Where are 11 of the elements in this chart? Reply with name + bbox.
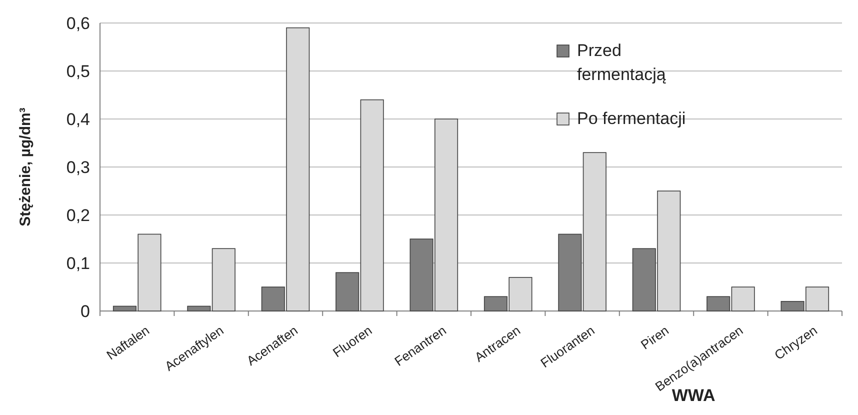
y-tick-label: 0,6 (66, 14, 90, 33)
legend-label: Przed fermentacją (577, 41, 666, 84)
y-tick-label: 0,3 (66, 158, 90, 177)
y-tick-label: 0 (80, 302, 90, 321)
x-axis-title: WWA (672, 386, 716, 405)
legend-label: Po fermentacji (577, 109, 686, 128)
y-tick-label: 0,4 (66, 110, 90, 129)
y-axis-title: Stężenie, µg/dm³ (17, 108, 34, 226)
y-tick-label: 0,2 (66, 206, 90, 225)
y-tick-label: 0,1 (66, 254, 90, 273)
y-tick-label: 0,5 (66, 62, 90, 81)
